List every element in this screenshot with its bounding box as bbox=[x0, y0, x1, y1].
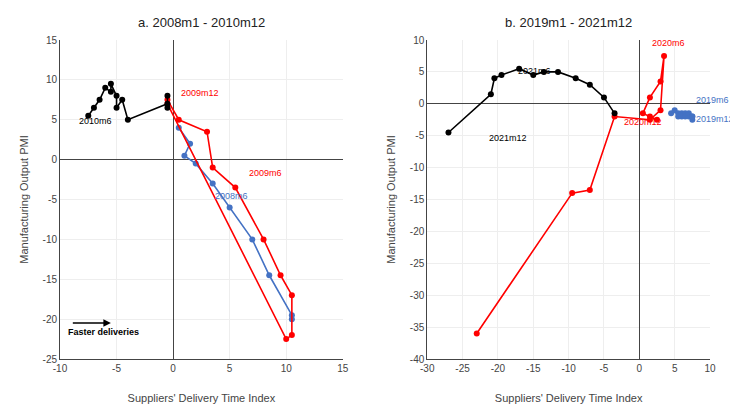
svg-text:a. 2008m1 - 2010m12: a. 2008m1 - 2010m12 bbox=[138, 15, 265, 30]
svg-text:Suppliers' Delivery Time Index: Suppliers' Delivery Time Index bbox=[495, 392, 643, 404]
svg-text:-35: -35 bbox=[410, 322, 425, 333]
svg-text:-30: -30 bbox=[420, 363, 435, 374]
svg-text:-25: -25 bbox=[43, 354, 58, 365]
svg-text:2019m12: 2019m12 bbox=[696, 114, 730, 124]
svg-text:5: 5 bbox=[227, 363, 233, 374]
svg-text:-15: -15 bbox=[526, 363, 541, 374]
svg-text:b. 2019m1 - 2021m12: b. 2019m1 - 2021m12 bbox=[505, 15, 632, 30]
svg-text:Faster deliveries: Faster deliveries bbox=[68, 327, 139, 337]
svg-text:-10: -10 bbox=[43, 234, 58, 245]
svg-text:-25: -25 bbox=[410, 258, 425, 269]
svg-text:-30: -30 bbox=[410, 290, 425, 301]
svg-text:-40: -40 bbox=[410, 354, 425, 365]
svg-text:Suppliers' Delivery Time Index: Suppliers' Delivery Time Index bbox=[128, 392, 276, 404]
svg-text:10: 10 bbox=[281, 363, 293, 374]
svg-text:10: 10 bbox=[46, 74, 58, 85]
svg-text:10: 10 bbox=[413, 35, 425, 46]
svg-text:2021m12: 2021m12 bbox=[489, 133, 527, 143]
svg-text:2020m12: 2020m12 bbox=[624, 117, 662, 127]
svg-text:5: 5 bbox=[419, 66, 425, 77]
svg-text:2009m6: 2009m6 bbox=[249, 168, 282, 178]
svg-text:Manufacturing Output PMI: Manufacturing Output PMI bbox=[385, 135, 397, 263]
svg-text:-15: -15 bbox=[410, 194, 425, 205]
svg-text:-10: -10 bbox=[53, 363, 68, 374]
svg-text:-20: -20 bbox=[43, 314, 58, 325]
svg-text:Manufacturing Output PMI: Manufacturing Output PMI bbox=[18, 135, 30, 263]
svg-text:-20: -20 bbox=[410, 226, 425, 237]
svg-text:2008m6: 2008m6 bbox=[215, 191, 248, 201]
svg-text:-10: -10 bbox=[410, 162, 425, 173]
svg-text:-5: -5 bbox=[415, 130, 424, 141]
svg-text:-15: -15 bbox=[43, 274, 58, 285]
svg-text:5: 5 bbox=[51, 114, 57, 125]
svg-text:-20: -20 bbox=[491, 363, 506, 374]
svg-text:-5: -5 bbox=[48, 194, 57, 205]
svg-text:15: 15 bbox=[46, 35, 58, 46]
svg-text:10: 10 bbox=[704, 363, 716, 374]
svg-text:2019m6: 2019m6 bbox=[696, 95, 729, 105]
svg-text:5: 5 bbox=[672, 363, 678, 374]
svg-text:2020m6: 2020m6 bbox=[652, 38, 685, 48]
svg-text:0: 0 bbox=[51, 154, 57, 165]
svg-text:-10: -10 bbox=[561, 363, 576, 374]
svg-text:0: 0 bbox=[170, 363, 176, 374]
svg-text:-5: -5 bbox=[600, 363, 609, 374]
svg-text:-5: -5 bbox=[112, 363, 121, 374]
svg-text:15: 15 bbox=[337, 363, 349, 374]
svg-text:2009m12: 2009m12 bbox=[181, 88, 219, 98]
svg-text:2021m6: 2021m6 bbox=[518, 66, 551, 76]
svg-text:0: 0 bbox=[419, 98, 425, 109]
svg-text:0: 0 bbox=[637, 363, 643, 374]
svg-text:2010m6: 2010m6 bbox=[79, 116, 112, 126]
svg-text:-25: -25 bbox=[455, 363, 470, 374]
